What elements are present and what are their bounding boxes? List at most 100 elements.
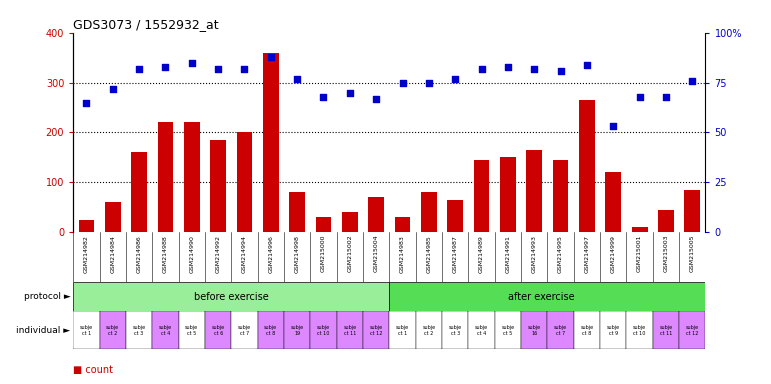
Text: subje
ct 9: subje ct 9 <box>607 325 620 336</box>
Bar <box>179 311 205 349</box>
Bar <box>284 311 310 349</box>
Bar <box>205 311 231 349</box>
Text: GSM214991: GSM214991 <box>506 235 510 273</box>
Bar <box>389 282 705 311</box>
Bar <box>626 311 653 349</box>
Point <box>160 63 172 70</box>
Bar <box>157 122 173 232</box>
Bar <box>369 197 384 232</box>
Point <box>423 79 435 86</box>
Point <box>264 53 277 60</box>
Point <box>660 93 672 99</box>
Text: GSM214989: GSM214989 <box>479 235 484 273</box>
Text: GSM215005: GSM215005 <box>690 235 695 272</box>
Bar <box>395 217 410 232</box>
Bar <box>421 192 436 232</box>
Text: GSM214983: GSM214983 <box>400 235 405 273</box>
Point <box>238 66 251 72</box>
Bar <box>99 311 126 349</box>
Bar <box>500 157 516 232</box>
Text: GSM214990: GSM214990 <box>190 235 194 273</box>
Bar <box>126 311 153 349</box>
Text: subje
ct 5: subje ct 5 <box>501 325 514 336</box>
Text: subje
ct 10: subje ct 10 <box>317 325 330 336</box>
Bar <box>685 190 700 232</box>
Text: subje
ct 7: subje ct 7 <box>238 325 251 336</box>
Text: subje
ct 5: subje ct 5 <box>185 325 198 336</box>
Text: after exercise: after exercise <box>507 291 574 302</box>
Bar <box>574 311 600 349</box>
Bar <box>447 200 463 232</box>
Text: GSM214986: GSM214986 <box>136 235 142 273</box>
Bar <box>579 100 594 232</box>
Point <box>502 63 514 70</box>
Text: subje
ct 4: subje ct 4 <box>475 325 488 336</box>
Text: GSM215004: GSM215004 <box>374 235 379 272</box>
Bar <box>73 311 99 349</box>
Text: subje
ct 10: subje ct 10 <box>633 325 646 336</box>
Text: GSM214995: GSM214995 <box>558 235 563 273</box>
Bar <box>389 311 416 349</box>
Point <box>291 76 303 82</box>
Text: subje
ct 4: subje ct 4 <box>159 325 172 336</box>
Bar <box>73 282 389 311</box>
Point <box>686 78 699 84</box>
Bar <box>416 311 442 349</box>
Point <box>634 93 646 99</box>
Bar <box>631 227 648 232</box>
Text: subje
ct 8: subje ct 8 <box>581 325 594 336</box>
Bar <box>605 172 621 232</box>
Text: ■ count: ■ count <box>73 365 113 375</box>
Bar <box>547 311 574 349</box>
Text: GSM214998: GSM214998 <box>295 235 300 273</box>
Point <box>581 61 593 68</box>
Point <box>212 66 224 72</box>
Bar <box>210 140 226 232</box>
Text: GSM214992: GSM214992 <box>216 235 221 273</box>
Text: subje
ct 11: subje ct 11 <box>659 325 672 336</box>
Text: GSM214997: GSM214997 <box>584 235 589 273</box>
Bar <box>521 311 547 349</box>
Text: GSM214999: GSM214999 <box>611 235 616 273</box>
Bar <box>237 132 252 232</box>
Point <box>476 66 488 72</box>
Text: subje
ct 12: subje ct 12 <box>685 325 699 336</box>
Text: GDS3073 / 1552932_at: GDS3073 / 1552932_at <box>73 18 219 31</box>
Bar <box>553 160 568 232</box>
Text: GSM214984: GSM214984 <box>110 235 115 273</box>
Text: GSM215002: GSM215002 <box>348 235 352 272</box>
Point <box>528 66 540 72</box>
Bar <box>658 210 674 232</box>
Text: subje
ct 3: subje ct 3 <box>449 325 462 336</box>
Text: GSM215003: GSM215003 <box>664 235 668 272</box>
Text: protocol ►: protocol ► <box>24 292 71 301</box>
Bar <box>79 220 94 232</box>
Point <box>607 123 619 129</box>
Text: GSM214987: GSM214987 <box>453 235 458 273</box>
Point <box>449 76 461 82</box>
Point <box>106 86 119 92</box>
Text: GSM214982: GSM214982 <box>84 235 89 273</box>
Text: subje
ct 6: subje ct 6 <box>211 325 224 336</box>
Text: subje
19: subje 19 <box>291 325 304 336</box>
Bar <box>263 53 278 232</box>
Point <box>554 68 567 74</box>
Bar <box>468 311 495 349</box>
Text: subje
ct 7: subje ct 7 <box>554 325 567 336</box>
Bar <box>527 150 542 232</box>
Text: GSM215000: GSM215000 <box>321 235 326 272</box>
Bar <box>363 311 389 349</box>
Text: GSM214993: GSM214993 <box>532 235 537 273</box>
Point <box>318 93 330 99</box>
Bar <box>315 217 332 232</box>
Bar <box>183 122 200 232</box>
Point <box>396 79 409 86</box>
Bar <box>289 192 305 232</box>
Bar <box>231 311 258 349</box>
Text: subje
16: subje 16 <box>527 325 540 336</box>
Bar <box>679 311 705 349</box>
Point <box>133 66 145 72</box>
Point <box>370 96 382 102</box>
Text: subje
ct 8: subje ct 8 <box>264 325 278 336</box>
Text: subje
ct 1: subje ct 1 <box>396 325 409 336</box>
